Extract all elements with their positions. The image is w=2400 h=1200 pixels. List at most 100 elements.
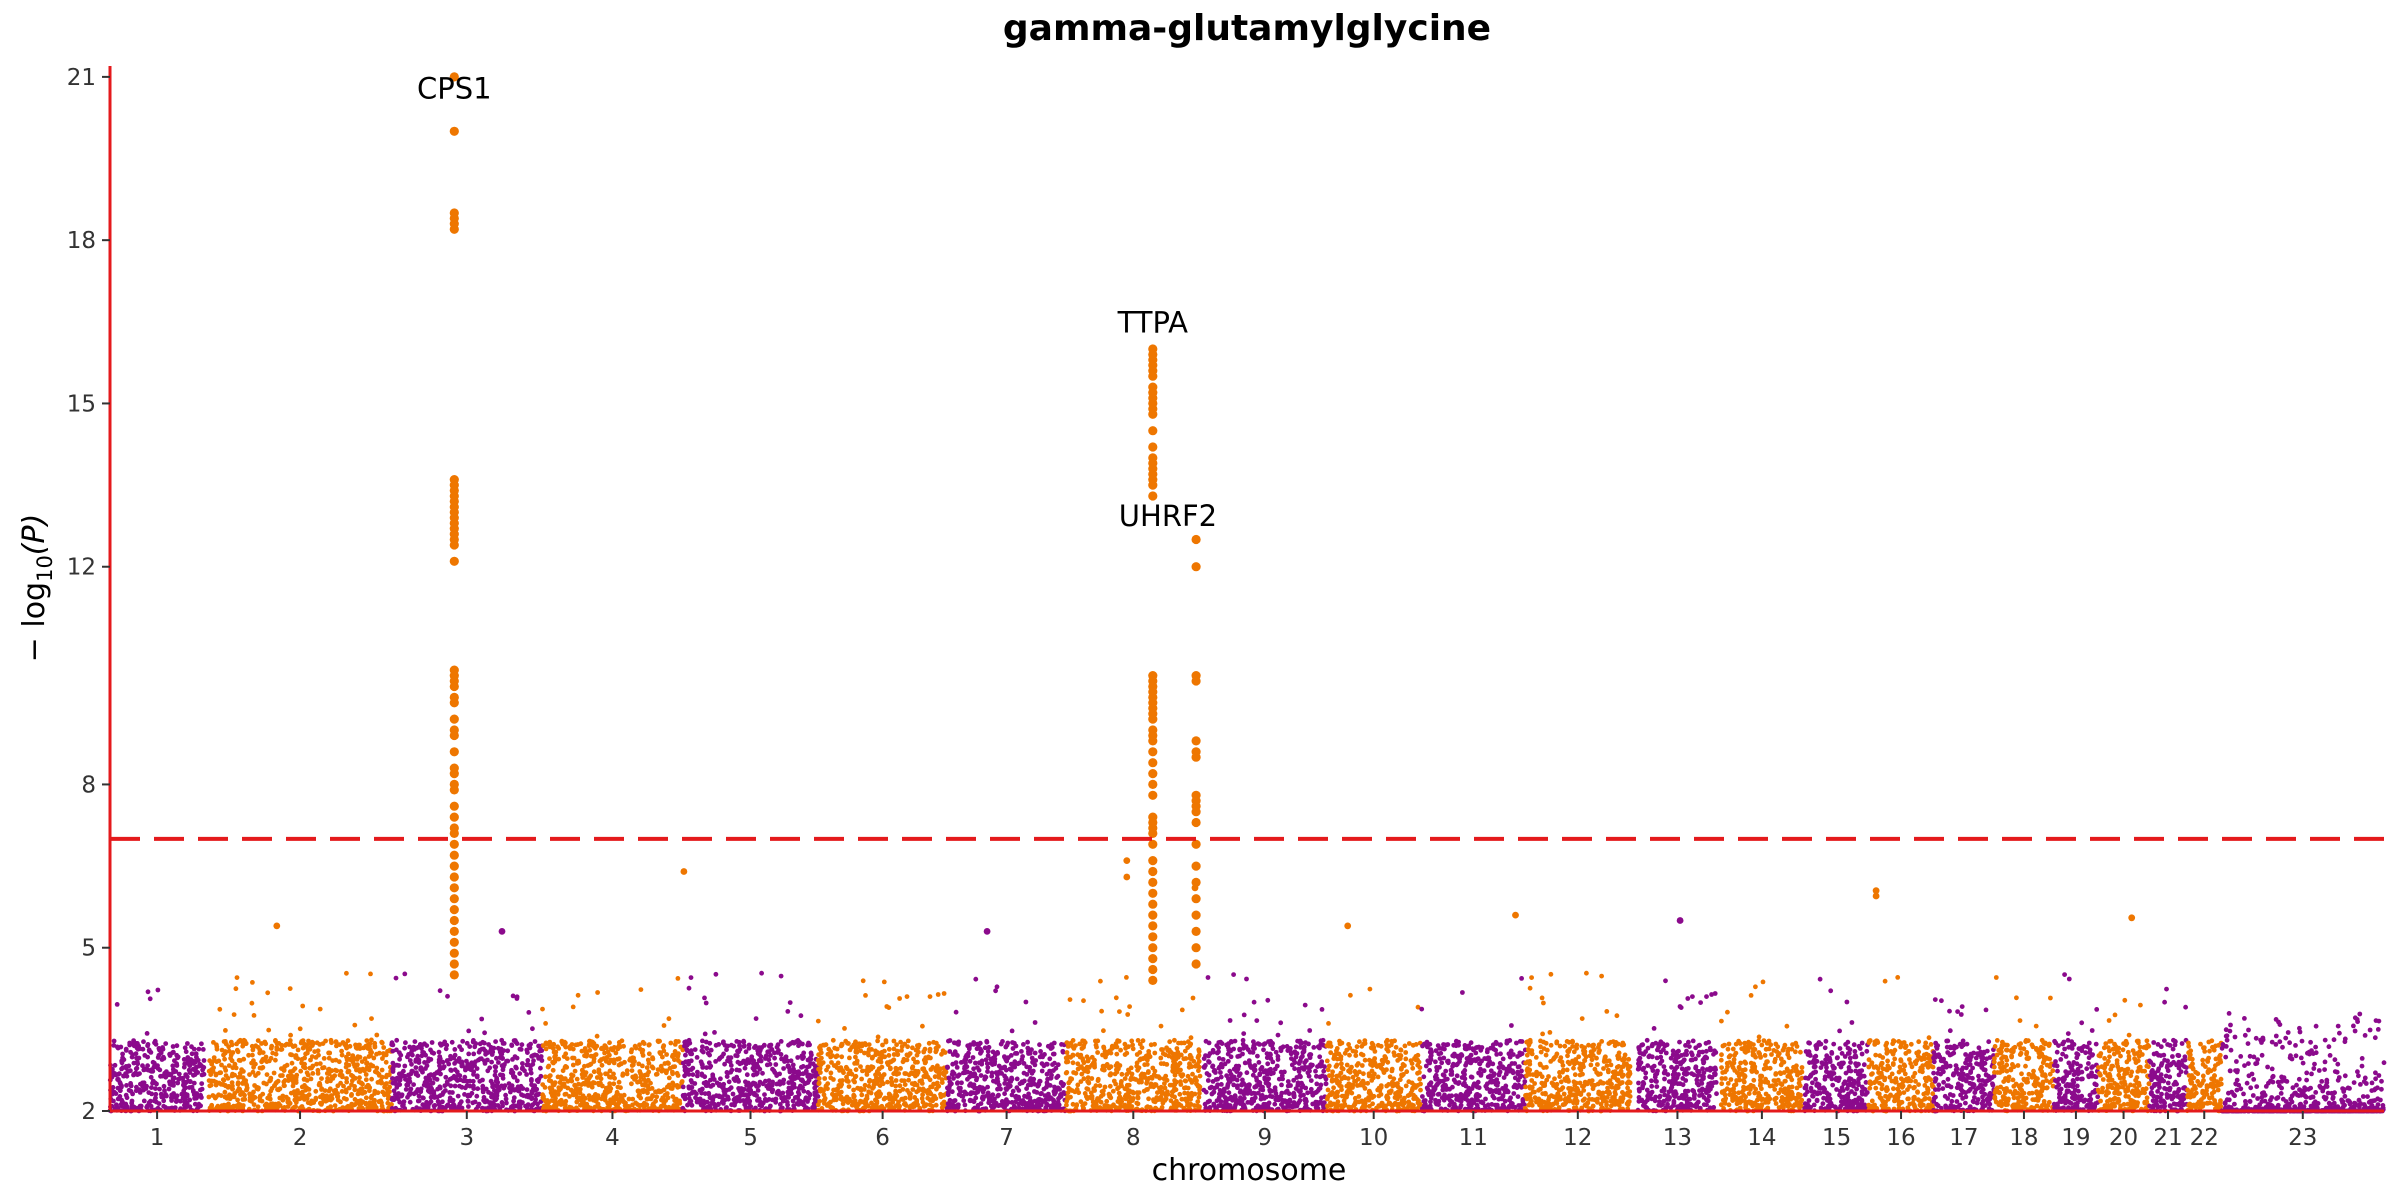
snp-point [264,1101,269,1107]
snp-point [331,1088,337,1094]
snp-point [999,1071,1004,1076]
snp-point [355,1054,361,1060]
snp-point [736,1039,742,1045]
snp-point [184,1074,190,1080]
snp-point [443,1046,449,1052]
snp-point [1294,1075,1300,1080]
snp-point [1025,1039,1030,1045]
snp-point [564,1064,570,1070]
snp-point [1159,1089,1165,1094]
snp-point [374,1070,380,1075]
snp-point [250,1093,256,1099]
snp-point [339,1089,345,1094]
snp-point [990,1049,996,1055]
snp-point [399,1093,404,1099]
snp-point [879,1079,885,1084]
snp-point [343,1064,349,1070]
snp-point [111,1038,117,1044]
snp-point [964,1091,970,1097]
snp-point [271,1070,277,1076]
snp-point [364,1038,370,1043]
snp-point [1140,1038,1146,1044]
snp-point [1296,1069,1302,1074]
snp-point [186,1067,192,1073]
snp-point [390,1069,396,1074]
snp-point [926,1040,932,1046]
snp-point [1019,1049,1024,1054]
snp-point [893,1091,899,1096]
snp-point [1256,1060,1262,1065]
snp-point [1224,1073,1229,1079]
snp-point [290,1068,296,1074]
snp-point [709,1100,715,1106]
snp-point [471,1083,476,1089]
chromosome-5-points [680,970,821,1114]
snp-point [556,1046,562,1051]
snp-point [726,1055,731,1060]
snp-point [428,1047,433,1053]
snp-point [1188,1035,1194,1041]
snp-point [1051,1040,1057,1046]
snp-point [499,1100,505,1105]
snp-point [666,1061,671,1066]
snp-point [809,1052,814,1058]
snp-point [543,1046,549,1052]
snp-point [516,1088,522,1094]
snp-point [1023,999,1029,1005]
snp-point [200,1047,206,1052]
snp-point [318,1094,323,1100]
snp-point [685,1102,690,1108]
snp-point [532,1039,538,1044]
snp-point [196,1046,202,1052]
snp-point [1237,1046,1242,1052]
snp-point [574,1086,580,1092]
snp-point [524,1072,529,1077]
snp-point [879,1103,885,1109]
snp-point [112,1062,118,1068]
snp-point [355,1062,360,1067]
snp-point [466,1104,471,1109]
snp-point [520,1061,525,1066]
snp-point [344,1105,350,1110]
snp-point [834,1046,840,1052]
snp-point [700,1038,705,1044]
snp-point [183,1091,188,1097]
snp-point [1307,1052,1313,1057]
snp-point [1050,1051,1056,1057]
snp-point [1004,1042,1010,1048]
snp-point [1288,1083,1293,1088]
snp-point [1307,1028,1313,1033]
snp-point [680,1084,686,1090]
snp-point [574,1076,580,1082]
snp-point [612,1075,617,1081]
snp-point [992,1056,998,1062]
snp-point [201,1058,207,1063]
snp-point [1117,1009,1122,1014]
snp-point [138,1103,144,1109]
snp-point [330,1058,336,1063]
snp-point [525,1050,530,1055]
snp-point [1104,1062,1110,1067]
snp-point [265,1095,271,1101]
snp-point [518,1101,524,1106]
snp-point [670,1069,675,1075]
snp-point [755,1088,761,1093]
snp-point [438,1071,443,1077]
snp-point [660,1044,666,1050]
snp-point [142,1053,148,1058]
snp-point [1158,1055,1164,1061]
snp-point [1040,1054,1045,1060]
snp-point [471,1051,477,1057]
snp-point [1029,1070,1035,1076]
snp-point [1319,1059,1325,1064]
snp-point [650,1056,656,1062]
snp-point [1060,1048,1066,1054]
snp-point [1170,1064,1176,1070]
snp-point [354,1100,360,1106]
snp-point [1078,1099,1084,1105]
snp-point [333,1039,339,1045]
snp-point [540,1006,545,1012]
snp-point [1182,1090,1187,1096]
snp-point [447,1095,453,1101]
snp-point [269,1086,275,1091]
